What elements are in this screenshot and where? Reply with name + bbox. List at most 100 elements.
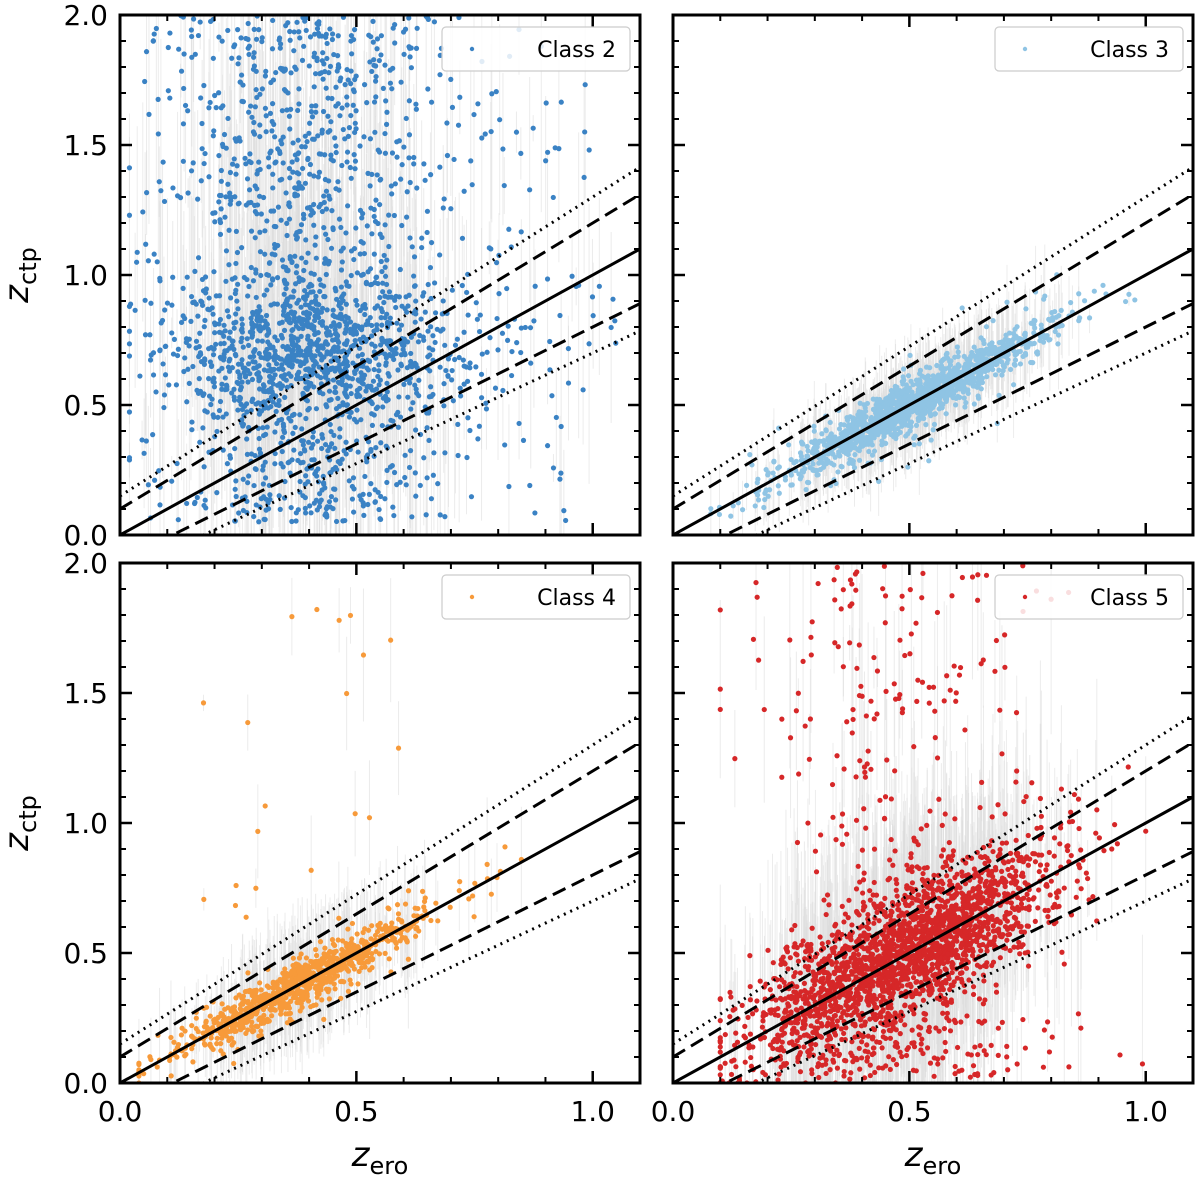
data-point [326, 499, 333, 505]
data-point [563, 517, 569, 524]
data-point [389, 463, 395, 469]
data-point [1076, 318, 1082, 324]
data-point [226, 262, 232, 268]
data-point [263, 312, 270, 319]
data-point [233, 171, 239, 177]
data-point [413, 427, 419, 433]
data-point [1042, 293, 1048, 299]
data-point [211, 128, 217, 134]
data-point [330, 377, 337, 383]
data-point [262, 318, 268, 324]
data-point [389, 150, 396, 156]
data-point [260, 387, 267, 393]
data-point [270, 391, 276, 397]
data-point [221, 131, 228, 138]
data-point [339, 105, 345, 111]
data-point [277, 177, 283, 183]
data-point [321, 354, 327, 360]
data-point [147, 332, 153, 338]
data-point [528, 360, 534, 366]
data-point [475, 436, 481, 442]
data-point [776, 490, 782, 496]
data-point [505, 323, 511, 329]
data-point [374, 404, 381, 410]
data-point [232, 275, 238, 281]
data-point [309, 457, 315, 463]
data-point [374, 322, 380, 328]
data-point [327, 196, 333, 202]
data-point [272, 134, 278, 140]
data-point [316, 204, 322, 210]
data-point [255, 338, 261, 344]
data-point [338, 295, 345, 301]
data-point [343, 402, 350, 408]
data-point [330, 506, 336, 512]
data-point [245, 379, 251, 385]
data-point [770, 470, 776, 476]
data-point [140, 209, 146, 215]
data-point [302, 494, 308, 501]
data-point [596, 283, 602, 289]
data-point [950, 395, 956, 401]
data-point [366, 32, 372, 38]
data-point [357, 393, 363, 399]
data-point [302, 144, 308, 150]
data-point [314, 26, 321, 32]
data-point [265, 326, 271, 332]
data-point [414, 185, 420, 191]
data-point [261, 516, 267, 522]
data-point [256, 304, 262, 310]
data-point [233, 138, 239, 144]
data-point [424, 425, 430, 431]
data-point [235, 61, 241, 67]
data-point [397, 414, 404, 420]
data-point [344, 338, 350, 344]
data-point [339, 456, 345, 462]
data-point [167, 30, 173, 36]
data-point [178, 319, 185, 326]
data-point [126, 165, 133, 171]
data-point [216, 407, 223, 414]
y-tick-label: 2.0 [63, 0, 108, 32]
data-point [984, 374, 990, 380]
data-point [201, 82, 207, 89]
data-point [518, 325, 524, 331]
data-point [235, 407, 241, 413]
data-point [258, 354, 264, 361]
data-point [369, 322, 375, 329]
data-point [286, 360, 292, 366]
data-point [996, 367, 1002, 373]
data-point [344, 66, 350, 73]
data-point [581, 174, 587, 181]
data-point [311, 136, 317, 142]
data-point [351, 26, 358, 33]
data-point [811, 428, 817, 434]
data-point [452, 342, 459, 348]
data-point [404, 214, 410, 220]
data-point [443, 367, 449, 374]
data-point [409, 244, 415, 250]
data-point [144, 190, 150, 196]
data-point [527, 325, 534, 331]
data-point [289, 327, 295, 333]
data-point [204, 409, 210, 415]
data-point [313, 406, 320, 412]
data-point [259, 338, 265, 344]
data-point [242, 374, 249, 380]
data-point [260, 463, 266, 469]
data-point [371, 57, 377, 63]
data-point [263, 113, 269, 119]
data-point [422, 309, 428, 315]
data-point [1020, 353, 1026, 360]
data-point [134, 259, 140, 265]
data-point [775, 483, 781, 489]
data-point [952, 402, 959, 408]
data-point [222, 214, 228, 220]
data-point [761, 504, 767, 511]
data-point [286, 315, 292, 322]
data-point [287, 126, 293, 132]
data-point [442, 514, 448, 520]
data-point [249, 114, 255, 120]
data-point [193, 338, 200, 344]
data-point [262, 251, 268, 257]
